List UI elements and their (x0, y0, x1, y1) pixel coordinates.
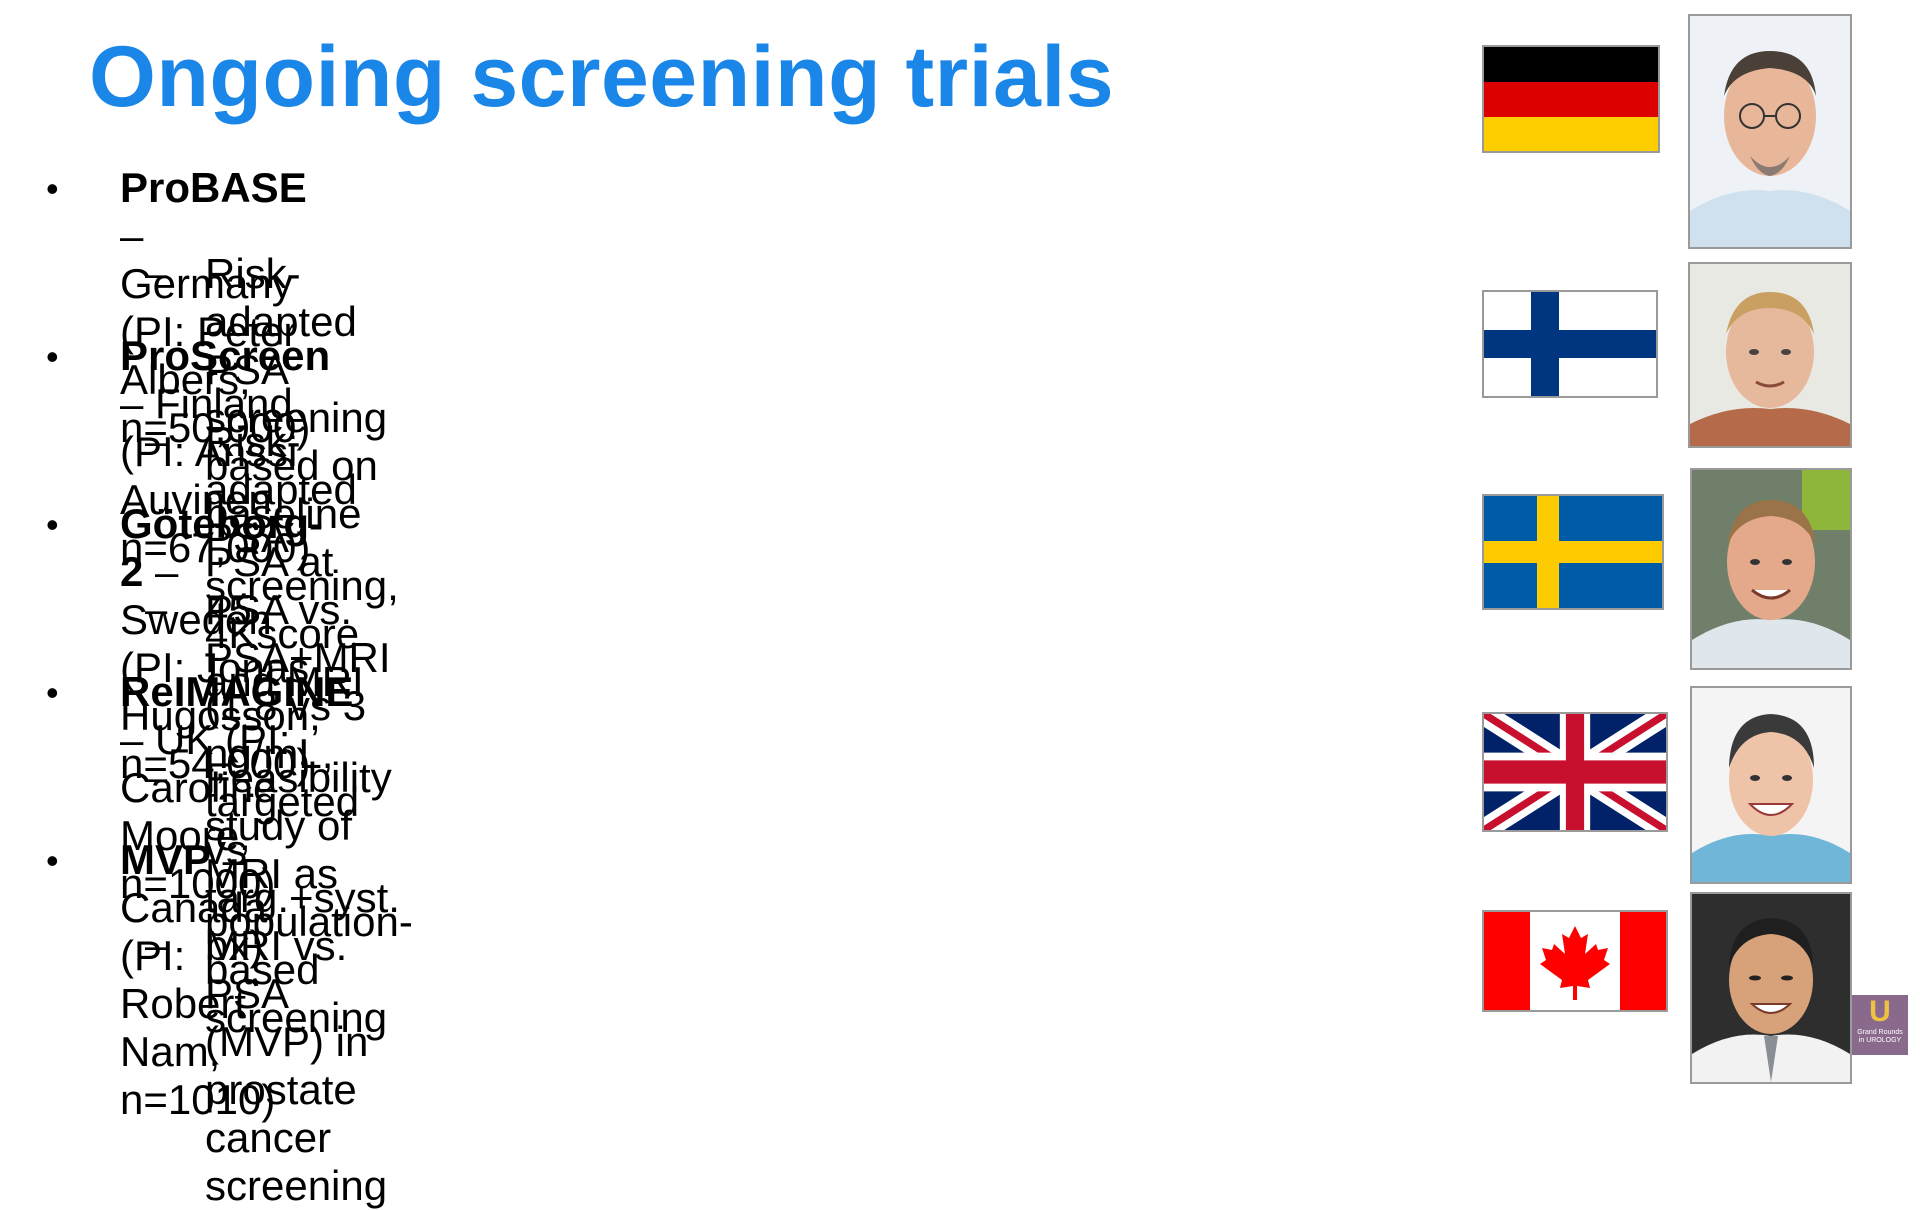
portrait-photo-caroline-moore (1690, 686, 1852, 884)
logo-text-line2: in UROLOGY (1858, 1037, 1902, 1044)
dash-icon: – (145, 588, 168, 632)
trial-info: – Germany (PI: Peter Albers, n=50,000) (120, 212, 311, 451)
trial-heading: Göteborg-2 – Sweden (PI: Jonas Hugosson,… (120, 500, 323, 788)
trial-name: ProScreen (120, 332, 331, 379)
portrait-photo-anssi-auvinen (1688, 262, 1852, 448)
bullet-icon: • (46, 336, 59, 377)
trial-info: – Sweden (PI: Jonas Hugosson, n=54,000) (120, 548, 321, 787)
slide-title: Ongoing screening trials (89, 29, 1115, 125)
trial-detail: Risk-adapted PSA screening, 4Kscore and … (205, 418, 399, 705)
trial-detail: Feasibility study of MRI as population-b… (205, 754, 413, 1041)
bullet-icon: • (46, 504, 59, 545)
trial-detail: PSA vs. PSA+MRI (1.8 vs 3 ng/mL, targete… (205, 586, 400, 969)
grand-rounds-urology-logo: U Grand Rounds in UROLOGY (1852, 995, 1908, 1055)
trial-heading: ReIMAGINE – UK (PI: Caroline Moore, n=10… (120, 668, 353, 908)
portrait-photo-peter-albers (1688, 14, 1852, 249)
bullet-icon: • (46, 672, 59, 713)
bullet-icon: • (46, 840, 59, 881)
sweden-flag-icon (1482, 494, 1664, 610)
trial-info: – Finland (PI: Anssi Auvinen, n=67,000) (120, 380, 311, 571)
logo-letter: U (1869, 995, 1891, 1028)
dash-icon: – (145, 420, 168, 464)
canada-flag-icon (1482, 910, 1668, 1012)
trial-heading: ProScreen – Finland (PI: Anssi Auvinen, … (120, 332, 330, 572)
uk-flag-icon (1482, 712, 1668, 832)
trial-name: ReIMAGINE (120, 668, 354, 715)
dash-icon: – (145, 756, 168, 800)
trial-info: – UK (PI: Caroline Moore, n=1000) (120, 716, 291, 907)
trial-name: Göteborg-2 (120, 500, 323, 595)
trial-name: ProBASE (120, 164, 307, 211)
portrait-photo-jonas-hugosson (1690, 468, 1852, 670)
logo-text-line1: Grand Rounds (1857, 1029, 1903, 1036)
germany-flag-icon (1482, 45, 1660, 153)
portrait-photo-robert-nam (1690, 892, 1852, 1084)
trial-heading: ProBASE – Germany (PI: Peter Albers, n=5… (120, 164, 310, 452)
bullet-icon: • (46, 168, 59, 209)
trial-detail: MRI vs. PSA (MVP) in prostate cancer scr… (205, 922, 388, 1209)
dash-icon: – (145, 252, 168, 296)
finland-flag-icon (1482, 290, 1658, 398)
trial-name: MVP (120, 836, 212, 883)
dash-icon: – (145, 924, 168, 968)
trial-detail: Risk-adapted PSA screening based on base… (205, 250, 388, 633)
